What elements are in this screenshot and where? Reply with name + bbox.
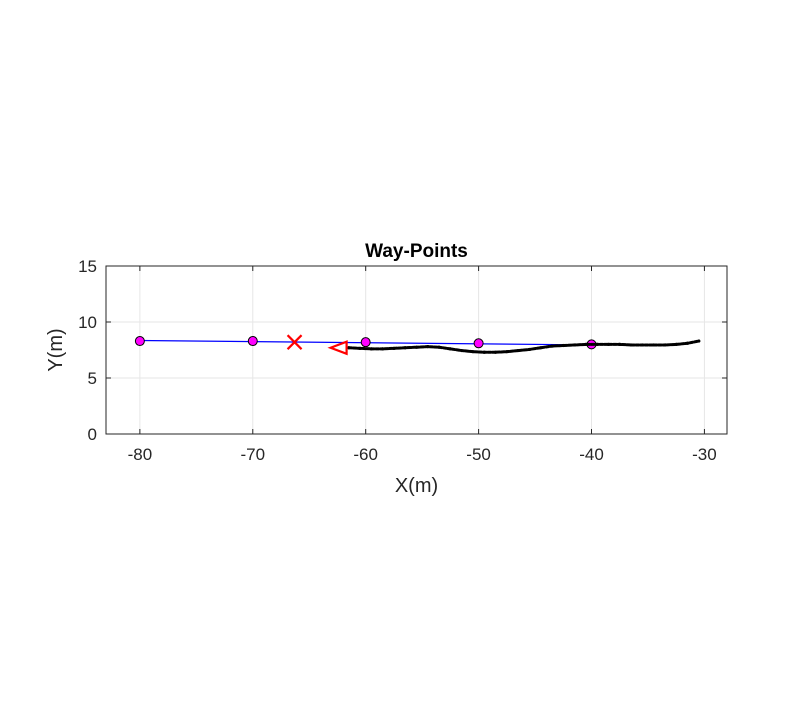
trajectory-point [674,342,678,346]
trajectory-point [369,347,373,351]
trajectory-point [663,343,667,347]
trajectory-point [403,346,407,350]
target-x-marker [286,334,303,350]
waypoint-marker [134,336,145,347]
trajectory-point [460,348,464,353]
x-tick-label: -70 [240,445,265,464]
grid [106,265,727,435]
x-axis-label: X(m) [395,475,438,497]
trajectory-point [561,343,565,348]
x-tick-label: -80 [128,445,153,464]
ticks: -80 -70 -60 -50 -40 -30 0 5 10 15 [78,257,727,464]
trajectory-point [606,342,611,346]
x-tick-label: -50 [466,445,491,464]
trajectory-point [426,345,430,349]
vehicle-marker [327,340,348,356]
trajectory-point [572,343,577,347]
y-tick-label: 0 [88,425,97,444]
trajectory-point [685,341,690,345]
chart-title: Way-Points [365,241,468,262]
y-tick-label: 10 [78,313,97,332]
trajectory-point [595,342,599,346]
trajectory-point [516,348,520,353]
axes-box [105,265,728,435]
trajectory-point [392,346,396,350]
y-tick-label: 5 [88,369,97,388]
y-axis-label: Y(m) [45,328,67,371]
trajectory-point [550,344,554,348]
trajectory-point [471,350,475,354]
trajectory-point [640,343,644,347]
waypoint-marker [247,336,258,347]
trajectory-point [539,346,543,350]
y-tick-label: 15 [78,257,97,276]
trajectory-point [448,347,452,351]
trajectory-point [347,346,351,350]
trajectory-point [697,339,701,343]
trajectory-line [347,339,701,354]
trajectory-point [493,350,498,354]
trajectory-point [437,345,441,349]
x-tick-label: -30 [692,445,717,464]
trajectory-point [527,347,532,352]
trajectory-point [414,345,419,349]
plot-data [134,334,701,356]
trajectory-point [482,350,486,354]
trajectory-point [629,343,633,347]
waypoint-marker [360,337,371,348]
trajectory-point [652,343,656,347]
waypoint-marker [473,338,484,349]
trajectory-point [618,342,622,346]
trajectory-point [381,347,385,351]
trajectory-point [358,346,362,350]
x-tick-label: -60 [353,445,378,464]
trajectory-point [584,342,588,346]
trajectory-point [505,350,509,354]
x-tick-label: -40 [579,445,604,464]
